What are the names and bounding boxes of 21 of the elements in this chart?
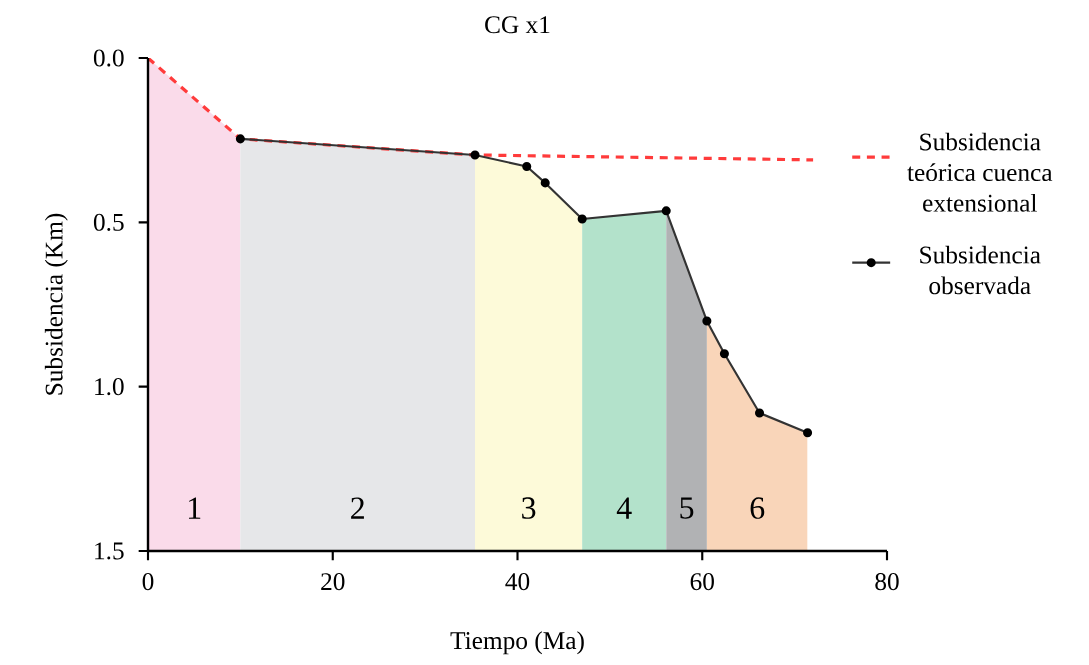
band-label: 5 [680, 497, 694, 519]
line-series [148, 58, 815, 162]
chart-title: CG x1 [485, 16, 550, 34]
legend-label: Subsidencia observada [920, 245, 1041, 295]
y-tick-label: 0.5 [93, 213, 124, 231]
x-tick-label: 60 [690, 573, 714, 591]
band-label: 1 [188, 497, 201, 519]
band-label: 4 [616, 497, 632, 519]
y-axis-title: Subsidencia (Km) [44, 213, 68, 395]
x-tick-label: 0 [142, 573, 154, 591]
x-tick-label: 20 [321, 573, 345, 591]
y-tick-label: 1.0 [95, 378, 124, 396]
legend-label: Subsidencia teórica cuenca extensional [907, 132, 1053, 212]
y-tick-label: 0.0 [93, 49, 124, 67]
x-tick-label: 40 [505, 573, 530, 591]
band-label: 6 [750, 497, 765, 519]
x-tick-label: 80 [875, 573, 899, 591]
y-tick-label: 1.5 [95, 542, 124, 560]
band-label: 3 [522, 497, 536, 519]
x-axis-title: Tiempo (Ma) [450, 631, 584, 655]
band-label: 2 [351, 497, 364, 519]
